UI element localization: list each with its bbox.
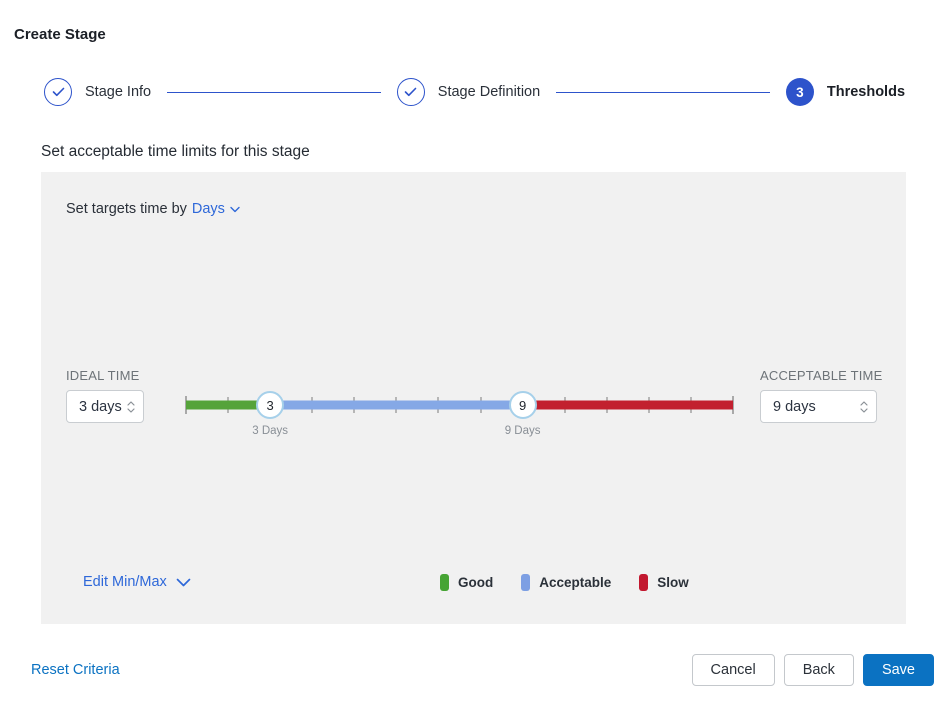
- footer-actions: Reset Criteria Cancel Back Save: [31, 654, 934, 686]
- page-title: Create Stage: [14, 26, 106, 43]
- step-label-thresholds: Thresholds: [826, 84, 906, 100]
- targets-unit-dropdown[interactable]: Days: [192, 201, 240, 217]
- stepper-step-stage-info[interactable]: Stage Info: [44, 78, 151, 106]
- legend-item-slow: Slow: [639, 574, 689, 591]
- back-button[interactable]: Back: [783, 654, 854, 686]
- good-swatch: [440, 574, 449, 591]
- chevron-down-icon: [230, 206, 240, 212]
- targets-unit-value: Days: [191, 201, 225, 217]
- ideal-time-value: 3 days: [79, 398, 122, 415]
- acceptable-handle-label: 9 Days: [504, 425, 541, 437]
- button-row: Cancel Back Save: [691, 654, 934, 686]
- ideal-time-input[interactable]: 3 days: [66, 390, 144, 423]
- check-icon: [396, 78, 425, 106]
- legend-label-good: Good: [458, 575, 494, 590]
- stepper-connector: [556, 91, 770, 93]
- legend-label-slow: Slow: [657, 575, 689, 590]
- slider-segment-good: [186, 400, 271, 410]
- ideal-time-group: IDEAL TIME 3 days: [66, 368, 144, 423]
- stepper-connector: [167, 91, 381, 93]
- stepper-step-thresholds[interactable]: 3 Thresholds: [785, 78, 906, 106]
- edit-minmax-link[interactable]: Edit Min/Max: [83, 574, 191, 590]
- acceptable-swatch: [521, 574, 531, 591]
- save-button[interactable]: Save: [862, 654, 934, 686]
- section-heading: Set acceptable time limits for this stag…: [41, 143, 310, 160]
- acceptable-time-group: ACCEPTABLE TIME 9 days: [760, 368, 882, 423]
- chevron-up-icon: [860, 400, 868, 406]
- thresholds-panel: Set targets time by Days IDEAL TIME 3 da…: [41, 172, 906, 624]
- slider-tick: [732, 396, 734, 414]
- slider-segment-slow: [522, 400, 733, 410]
- legend-item-acceptable: Acceptable: [521, 574, 611, 591]
- slider-segment-acceptable: [270, 400, 523, 410]
- edit-minmax-label: Edit Min/Max: [83, 574, 167, 590]
- chevron-down-icon: [176, 578, 191, 586]
- ideal-slider-handle[interactable]: 3: [256, 391, 285, 419]
- legend-item-good: Good: [440, 574, 493, 591]
- acceptable-time-label: ACCEPTABLE TIME: [760, 368, 883, 383]
- targets-prefix-label: Set targets time by: [66, 201, 187, 217]
- step-label-stage-info: Stage Info: [85, 84, 152, 100]
- stepper-step-stage-definition[interactable]: Stage Definition: [396, 78, 541, 106]
- ideal-time-stepper[interactable]: [127, 400, 135, 413]
- ideal-time-label: IDEAL TIME: [66, 368, 140, 383]
- threshold-slider-track: 3 9 3 Days 9 Days: [185, 391, 734, 437]
- reset-criteria-link[interactable]: Reset Criteria: [31, 662, 120, 678]
- legend-label-acceptable: Acceptable: [539, 575, 612, 590]
- acceptable-time-input[interactable]: 9 days: [760, 390, 877, 423]
- check-icon: [44, 78, 72, 106]
- slider-legend: Good Acceptable Slow: [440, 574, 689, 591]
- slow-swatch: [639, 574, 649, 591]
- targets-row: Set targets time by Days: [66, 201, 240, 217]
- acceptable-slider-handle[interactable]: 9: [508, 391, 537, 419]
- stepper: Stage Info Stage Definition 3 Thresholds: [44, 78, 905, 106]
- ideal-handle-label: 3 Days: [252, 425, 289, 437]
- acceptable-time-stepper[interactable]: [860, 400, 868, 413]
- chevron-down-icon: [860, 407, 868, 413]
- chevron-up-icon: [127, 400, 135, 406]
- step-label-stage-definition: Stage Definition: [437, 84, 541, 100]
- cancel-button[interactable]: Cancel: [691, 654, 775, 686]
- step-number-badge: 3: [785, 78, 814, 106]
- chevron-down-icon: [127, 407, 135, 413]
- acceptable-time-value: 9 days: [773, 398, 816, 415]
